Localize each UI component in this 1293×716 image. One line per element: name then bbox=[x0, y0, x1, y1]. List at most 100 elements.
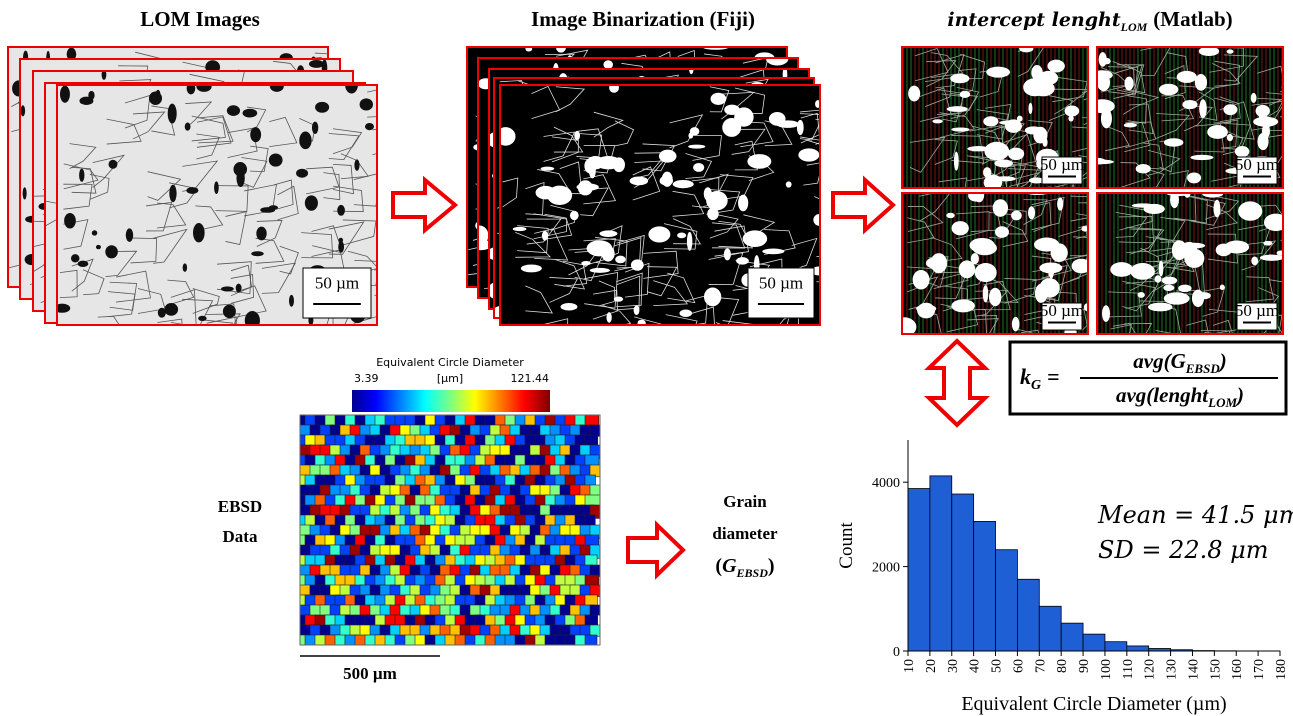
blob bbox=[736, 257, 749, 264]
blob bbox=[687, 232, 693, 251]
num: avg(G bbox=[1133, 349, 1185, 373]
blob bbox=[634, 305, 640, 315]
blob bbox=[164, 303, 178, 316]
blob bbox=[747, 154, 771, 169]
x-tick-label: 110 bbox=[1121, 659, 1136, 679]
stripe bbox=[974, 47, 976, 188]
stripe bbox=[962, 47, 964, 188]
grain bbox=[535, 515, 546, 525]
stripe bbox=[1133, 193, 1135, 334]
grain bbox=[410, 445, 421, 456]
x-tick-label: 80 bbox=[1055, 659, 1070, 673]
blob bbox=[648, 226, 670, 242]
blob bbox=[983, 285, 989, 302]
y-tick-label: 0 bbox=[893, 645, 900, 660]
blob bbox=[339, 238, 344, 243]
eq: = bbox=[1047, 364, 1060, 389]
scale-label: 50 µm bbox=[1235, 155, 1279, 174]
grain bbox=[380, 565, 391, 576]
grain bbox=[435, 535, 445, 545]
blob bbox=[951, 299, 975, 312]
blob bbox=[1187, 172, 1201, 183]
ebsd-map bbox=[295, 415, 605, 649]
stripe bbox=[978, 47, 980, 188]
blob bbox=[71, 254, 80, 262]
blob bbox=[1148, 303, 1173, 312]
blob bbox=[1213, 200, 1220, 218]
blob bbox=[999, 121, 1015, 125]
scale-label: 50 µm bbox=[759, 273, 803, 292]
x-tick-label: 50 bbox=[990, 659, 1005, 673]
blob bbox=[584, 158, 596, 173]
blob bbox=[1251, 93, 1257, 103]
blob bbox=[245, 311, 260, 330]
stripe bbox=[1209, 193, 1211, 334]
blob bbox=[296, 169, 308, 178]
grain bbox=[435, 555, 446, 565]
blob bbox=[947, 106, 968, 112]
grain bbox=[345, 455, 356, 466]
stripe bbox=[1125, 47, 1127, 188]
grain bbox=[420, 465, 431, 475]
blob bbox=[932, 119, 943, 123]
grain bbox=[410, 525, 421, 536]
blob bbox=[1159, 261, 1164, 277]
blob bbox=[599, 230, 617, 237]
g: G bbox=[722, 555, 737, 577]
stripe bbox=[970, 47, 972, 188]
grain bbox=[390, 445, 401, 456]
blob bbox=[541, 167, 555, 171]
grain bbox=[585, 595, 597, 606]
blob bbox=[269, 153, 283, 166]
scale-label: 50 µm bbox=[315, 273, 359, 292]
micrograph bbox=[892, 187, 1110, 358]
blob bbox=[983, 116, 998, 126]
grain bbox=[585, 435, 598, 445]
intercept-title-main: intercept lenght bbox=[947, 9, 1120, 31]
blob bbox=[1110, 262, 1133, 277]
blob bbox=[21, 105, 25, 116]
intercept-title-sub: LOM bbox=[1120, 20, 1148, 34]
blob bbox=[1182, 100, 1197, 109]
grain bbox=[375, 495, 386, 505]
stripe bbox=[1205, 47, 1207, 188]
blob bbox=[1028, 103, 1032, 114]
blob bbox=[776, 120, 799, 128]
blob bbox=[952, 221, 969, 235]
stripe bbox=[910, 47, 912, 188]
den-close: ) bbox=[1235, 383, 1244, 407]
blob bbox=[574, 131, 580, 140]
stripe bbox=[1121, 47, 1123, 188]
blob bbox=[704, 187, 712, 200]
blob bbox=[1264, 214, 1288, 231]
grain bbox=[570, 565, 581, 576]
grain bbox=[355, 515, 366, 526]
blob bbox=[908, 86, 920, 102]
blob bbox=[724, 248, 731, 260]
stripe bbox=[1169, 47, 1171, 188]
blob bbox=[662, 172, 673, 187]
blob bbox=[92, 230, 98, 235]
blob bbox=[603, 60, 612, 69]
num-sub: EBSD bbox=[1185, 361, 1221, 376]
stripe bbox=[1197, 47, 1199, 188]
figure: LOM Images Image Binarization (Fiji) int… bbox=[0, 0, 1293, 716]
stripe bbox=[1157, 193, 1159, 334]
g-sub: EBSD bbox=[736, 566, 769, 580]
stripe bbox=[1229, 193, 1231, 334]
x-tick-label: 140 bbox=[1186, 659, 1201, 680]
grain bbox=[565, 615, 575, 626]
ebsd-label: Data bbox=[223, 527, 258, 546]
grain bbox=[310, 425, 321, 436]
grain bbox=[355, 535, 365, 546]
bar bbox=[1017, 579, 1039, 651]
grain bbox=[305, 535, 316, 545]
blob bbox=[913, 270, 930, 290]
blob bbox=[688, 145, 705, 149]
bar bbox=[1039, 606, 1061, 651]
stripe bbox=[1129, 193, 1131, 334]
blob bbox=[954, 152, 959, 171]
blob bbox=[185, 122, 191, 130]
grain bbox=[585, 635, 597, 646]
blob bbox=[581, 261, 590, 265]
